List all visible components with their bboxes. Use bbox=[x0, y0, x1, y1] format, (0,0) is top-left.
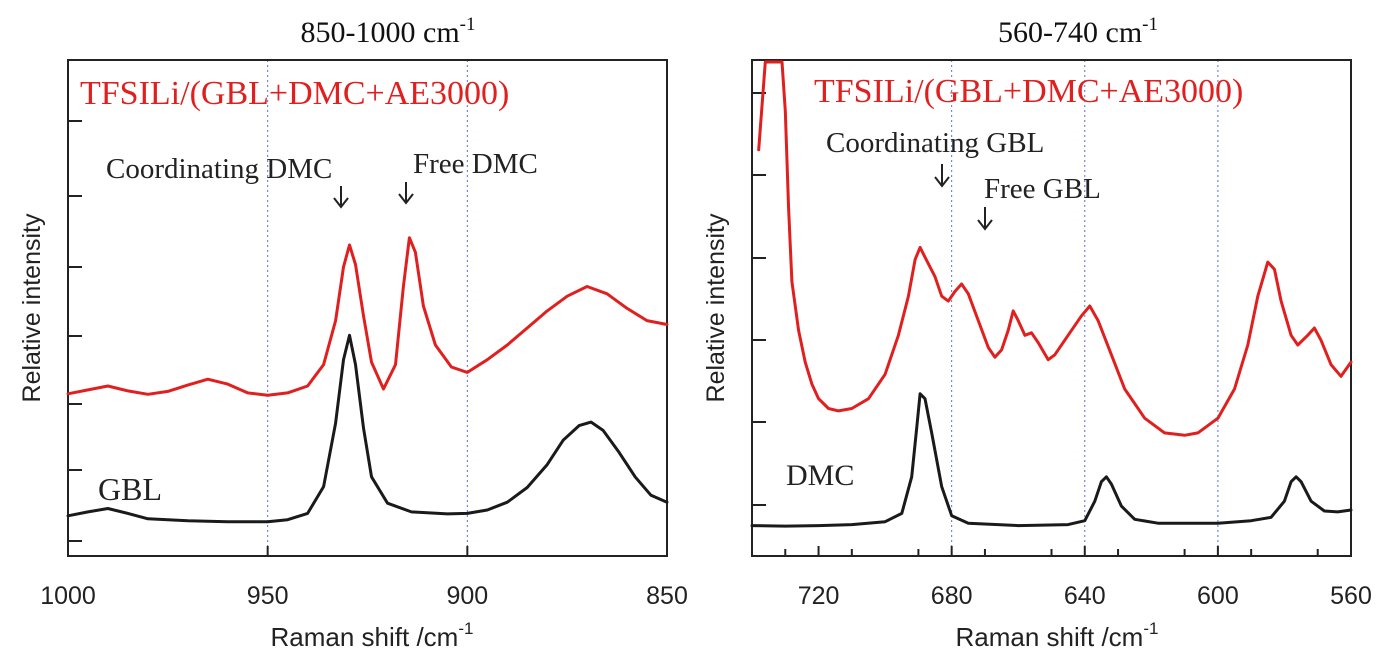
x-tick-label-950: 950 bbox=[247, 582, 289, 610]
right-y-axis-label: Relative intensity bbox=[702, 213, 730, 402]
series-line-red bbox=[66, 236, 669, 397]
x-tick-label-900: 900 bbox=[446, 582, 488, 610]
left-y-ticks bbox=[68, 120, 82, 542]
right-title: 560-740 cm-1 bbox=[998, 14, 1158, 49]
series-line-black bbox=[66, 333, 669, 524]
series-line-black bbox=[750, 392, 1353, 528]
x-tick-label-680: 680 bbox=[931, 582, 973, 610]
right-series bbox=[750, 60, 1353, 528]
left-black-series-label: GBL bbox=[98, 471, 162, 507]
left-free-dmc-label: Free DMC bbox=[413, 148, 538, 180]
left-title: 850-1000 cm-1 bbox=[301, 14, 476, 49]
x-tick-label-600: 600 bbox=[1197, 582, 1239, 610]
x-tick-label-720: 720 bbox=[798, 582, 840, 610]
left-gridlines bbox=[267, 60, 468, 556]
right-red-series-label: TFSILi/(GBL+DMC+AE3000) bbox=[814, 73, 1243, 110]
x-tick-label-640: 640 bbox=[1064, 582, 1106, 610]
left-arrow-coordinating-dmc bbox=[333, 186, 349, 209]
left-coordinating-dmc-label: Coordinating DMC bbox=[106, 153, 332, 185]
left-x-ticks: 1000 950 900 850 bbox=[40, 546, 688, 610]
left-x-axis-label: Raman shift /cm-1 bbox=[271, 619, 474, 652]
right-panel: 560-740 cm-1 720 680 640 600 560 TFSILi/(GBL… bbox=[702, 14, 1372, 652]
x-tick-label-1000: 1000 bbox=[40, 582, 96, 610]
left-series bbox=[66, 236, 669, 524]
right-arrow-free-gbl bbox=[977, 207, 993, 231]
right-arrow-coordinating-gbl bbox=[934, 164, 950, 188]
right-x-axis-label: Raman shift /cm-1 bbox=[956, 619, 1159, 652]
left-red-series-label: TFSILi/(GBL+DMC+AE3000) bbox=[80, 75, 509, 112]
right-free-gbl-label: Free GBL bbox=[984, 173, 1101, 205]
right-black-series-label: DMC bbox=[786, 459, 854, 492]
x-tick-label-850: 850 bbox=[646, 582, 688, 610]
right-coordinating-gbl-label: Coordinating GBL bbox=[826, 127, 1044, 159]
right-y-ticks bbox=[752, 92, 766, 506]
left-plot-frame bbox=[67, 59, 668, 557]
series-line-red bbox=[757, 60, 1353, 437]
x-tick-label-560: 560 bbox=[1330, 582, 1372, 610]
left-y-axis-label: Relative intensity bbox=[18, 213, 46, 402]
left-arrow-free-dmc bbox=[398, 182, 414, 205]
right-x-ticks: 720 680 640 600 560 bbox=[784, 546, 1372, 610]
left-panel: 850-1000 cm-1 1000 950 900 850 TFSILi/(GBL+… bbox=[18, 14, 688, 652]
